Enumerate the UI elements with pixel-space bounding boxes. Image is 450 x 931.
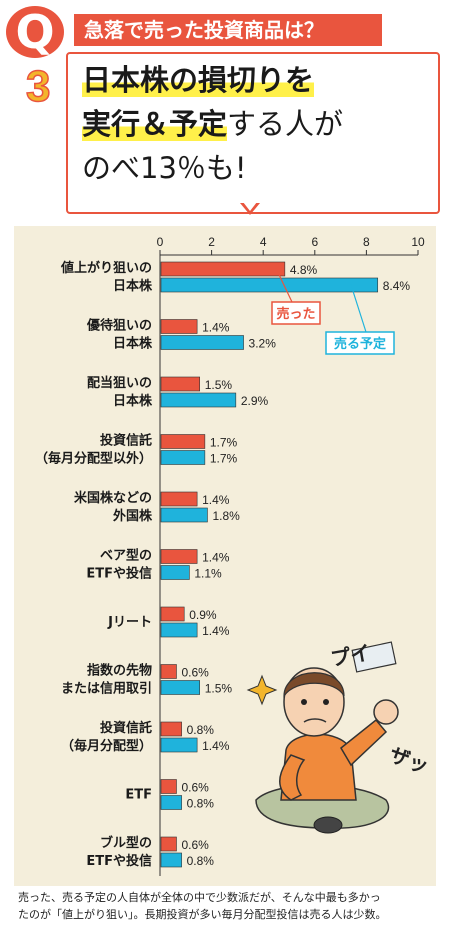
bar-plan: [160, 335, 244, 350]
bar-sold: [160, 836, 177, 852]
paper-icon: [351, 641, 397, 673]
bar-chart: 0 2 4 6 8 10値上がり狙いの日本株4.8%8.4%優待狙いの日本株1.4%3.2…: [35, 235, 425, 876]
bar-sold: [160, 376, 201, 392]
category-label: 米国株などの: [74, 490, 152, 506]
bar-sold: [160, 549, 198, 564]
data-label: 1.4%: [202, 624, 230, 638]
data-label: 0.6%: [181, 781, 209, 795]
footnote-line-1: 売った、売る予定の人自体が全体の中で少数派だが、そんな中最も多かっ: [18, 891, 381, 904]
raised-arm: [340, 718, 388, 767]
category-label: 日本株: [113, 278, 153, 294]
data-label: 1.5%: [205, 378, 233, 392]
question-title: 急落で売った投資商品は？: [74, 14, 382, 46]
x-tick-label: 4: [260, 235, 267, 249]
data-label: 1.4%: [202, 551, 230, 565]
category-label: 優待狙いの: [86, 318, 152, 334]
category-label: 外国株: [112, 508, 153, 524]
x-tick-label: 0: [157, 235, 164, 249]
data-label: 2.9%: [241, 394, 269, 408]
data-label: 0.6%: [181, 838, 209, 852]
bar-plan: [160, 795, 182, 810]
category-label: 値上がり狙いの: [60, 260, 152, 276]
callout-plan: 売る予定: [334, 336, 386, 352]
category-label: ブル型の: [100, 835, 152, 851]
question-badge: [6, 6, 64, 58]
bar-sold: [160, 779, 177, 794]
hand: [373, 699, 399, 725]
investor-illustration: プイ ザッ: [246, 640, 432, 834]
category-label: 投資信託: [100, 433, 152, 449]
category-label: 配当狙いの: [87, 375, 152, 391]
data-label: 1.7%: [210, 452, 238, 466]
data-label: 1.5%: [205, 682, 233, 696]
bar-plan: [160, 737, 198, 753]
category-label: （毎月分配型）: [61, 738, 152, 754]
x-tick-label: 8: [363, 235, 370, 249]
footnote-line-2: たのが「値上がり狙い」。長期投資が多い毎月分配型投信は売る人は少数。: [18, 908, 387, 921]
data-label: 0.8%: [187, 854, 215, 868]
data-label: 1.7%: [210, 436, 238, 450]
bar-plan: [160, 450, 206, 465]
bar-sold: [160, 664, 177, 679]
x-tick-label: 6: [311, 235, 318, 249]
data-label: 1.4%: [202, 739, 230, 753]
bar-plan: [160, 277, 379, 293]
bar-plan: [160, 507, 208, 523]
category-label: 投資信託: [100, 720, 152, 736]
question-letter: Q: [15, 5, 55, 59]
category-label: または信用取引: [61, 681, 152, 697]
category-label: （毎月分配型以外）: [35, 451, 152, 467]
bar-plan: [160, 565, 190, 580]
sfx-text-2: ザッ: [386, 742, 432, 778]
chart-panel: 0 2 4 6 8 10 値上がり狙いの 日本株 4.8% 8.4% 優待狙いの 日本株 1.4% 3.2…: [14, 226, 436, 886]
callout-sold: 売った: [276, 306, 315, 322]
data-label: 0.8%: [187, 723, 215, 737]
data-label: 8.4%: [383, 279, 411, 293]
category-label: ETFや投信: [86, 566, 152, 582]
category-label: 日本株: [113, 336, 153, 352]
category-label: ETFや投信: [86, 853, 152, 869]
data-label: 0.8%: [187, 797, 215, 811]
category-label: 指数の先物: [87, 663, 152, 679]
data-label: 1.8%: [212, 509, 240, 523]
bar-plan: [160, 680, 201, 695]
data-label: 0.9%: [189, 608, 217, 622]
question-number: 3: [25, 61, 51, 112]
headline-line-1: 日本株の損切りを: [82, 62, 315, 98]
bar-sold: [160, 434, 206, 449]
x-tick-label: 2: [208, 235, 215, 249]
category-label: Jリート: [107, 615, 152, 630]
bar-sold: [160, 606, 185, 622]
bar-sold: [160, 491, 198, 507]
footnote: 売った、売る予定の人自体が全体の中で少数派だが、そんな中最も多かっ たのが「値上…: [18, 889, 438, 923]
callout-sold-box: [271, 301, 321, 325]
category-label: ベア型の: [100, 548, 152, 564]
bar-plan: [160, 392, 237, 408]
bar-sold: [160, 319, 198, 334]
hair: [283, 672, 345, 698]
bar-sold: [160, 261, 286, 277]
data-label: 1.4%: [202, 321, 230, 335]
sparkle-icon: [246, 674, 278, 706]
torso: [280, 733, 357, 801]
callout-plan-box: [325, 331, 395, 355]
headline-line-2: 実行＆予定する人が: [82, 106, 343, 142]
headline-highlight-2: 実行＆予定: [82, 107, 228, 141]
data-label: 3.2%: [249, 337, 277, 351]
headline-line-3: のべ13％も!: [82, 151, 247, 185]
callout-leader-plan: [350, 283, 367, 333]
headline-highlight-1: 日本株の損切りを: [82, 63, 315, 97]
x-tick-label: 10: [411, 235, 425, 249]
bar-sold: [160, 721, 182, 737]
data-label: 0.6%: [181, 666, 209, 680]
bar-plan: [160, 852, 182, 868]
category-label: ETF: [125, 788, 152, 803]
bar-plan: [160, 622, 198, 638]
data-label: 1.4%: [202, 493, 230, 507]
headline-rest-2: する人が: [227, 107, 344, 141]
callout-leader-sold: [275, 267, 293, 303]
category-label: 日本株: [113, 393, 153, 409]
data-label: 1.1%: [194, 567, 222, 581]
data-label: 4.8%: [290, 263, 318, 277]
